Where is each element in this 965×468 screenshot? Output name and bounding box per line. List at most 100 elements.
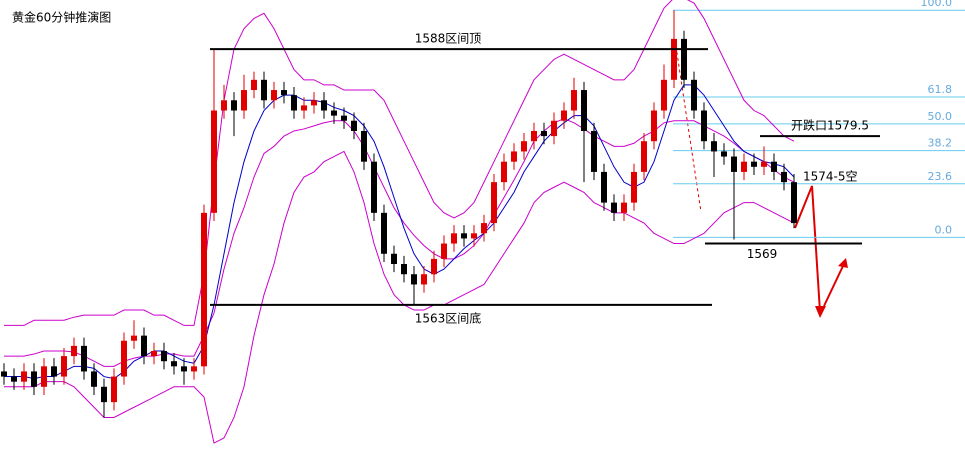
candle-body bbox=[651, 110, 657, 142]
level-label: 1563区间底 bbox=[415, 310, 482, 325]
candle-body bbox=[381, 212, 387, 254]
candle-body bbox=[621, 202, 627, 213]
candle-body bbox=[691, 79, 697, 111]
arrow-head bbox=[815, 306, 826, 318]
candle-body bbox=[151, 350, 157, 357]
candle-body bbox=[311, 100, 317, 106]
fib-label: 100.0 bbox=[921, 0, 953, 9]
moving-average bbox=[4, 84, 795, 380]
arrow-head bbox=[838, 258, 848, 268]
candle-body bbox=[771, 161, 777, 172]
candle-body bbox=[781, 171, 787, 183]
candle-body bbox=[471, 233, 477, 239]
candle-body bbox=[761, 161, 767, 167]
candle-body bbox=[721, 151, 727, 157]
candle-body bbox=[741, 161, 747, 172]
band-middle bbox=[4, 118, 795, 367]
candle-body bbox=[531, 130, 537, 142]
candle-body bbox=[71, 345, 77, 357]
candle-body bbox=[351, 120, 357, 131]
candle-body bbox=[41, 366, 47, 387]
candle-body bbox=[61, 356, 67, 377]
candle-body bbox=[131, 335, 137, 341]
candle-body bbox=[31, 371, 37, 387]
annotation: 1574-5空 bbox=[803, 170, 858, 184]
candle-body bbox=[571, 90, 577, 111]
candle-body bbox=[441, 243, 447, 259]
candle-body bbox=[661, 79, 667, 111]
candle-body bbox=[611, 202, 617, 213]
level-label: 开跌口1579.5 bbox=[791, 118, 869, 133]
candle-body bbox=[751, 161, 757, 167]
candle-body bbox=[161, 350, 167, 362]
candle-body bbox=[521, 141, 527, 152]
candle-body bbox=[181, 366, 187, 372]
chart-title: 黄金60分钟推演图 bbox=[12, 10, 111, 25]
fib-label: 23.6 bbox=[928, 170, 953, 183]
candle-body bbox=[101, 386, 107, 403]
candle-body bbox=[421, 274, 427, 285]
candle-body bbox=[251, 79, 257, 91]
candle-body bbox=[211, 110, 217, 213]
candle-body bbox=[321, 100, 327, 111]
band-lower bbox=[4, 150, 795, 444]
candle-body bbox=[501, 161, 507, 183]
level-label: 1588区间顶 bbox=[415, 32, 482, 46]
candle-body bbox=[201, 212, 207, 367]
candle-body bbox=[641, 141, 647, 172]
candle-body bbox=[391, 253, 397, 264]
candle-body bbox=[21, 371, 27, 382]
candle-body bbox=[431, 258, 437, 275]
candle-body bbox=[491, 182, 497, 224]
candle-body bbox=[81, 345, 87, 372]
candle-body bbox=[581, 90, 587, 131]
candle-body bbox=[261, 79, 267, 101]
fib-label: 38.2 bbox=[928, 137, 953, 150]
candle-body bbox=[601, 171, 607, 203]
candle-body bbox=[461, 233, 467, 239]
candle-body bbox=[51, 366, 57, 377]
candle-body bbox=[551, 120, 557, 137]
candle-body bbox=[681, 38, 687, 80]
candle-body bbox=[231, 100, 237, 111]
fib-label: 61.8 bbox=[928, 83, 953, 96]
candle-body bbox=[671, 38, 677, 80]
candle-body bbox=[111, 376, 117, 403]
candle-body bbox=[1, 371, 7, 377]
candle-body bbox=[361, 130, 367, 162]
candle-body bbox=[291, 95, 297, 111]
candle-body bbox=[191, 366, 197, 372]
candle-body bbox=[11, 376, 17, 382]
candle-body bbox=[731, 156, 737, 172]
candle-body bbox=[371, 161, 377, 213]
candle-body bbox=[241, 90, 247, 111]
candle-body bbox=[711, 141, 717, 152]
candle-body bbox=[701, 110, 707, 142]
candle-body bbox=[141, 335, 147, 357]
candle-body bbox=[301, 105, 307, 111]
candle-body bbox=[561, 110, 567, 121]
candle-body bbox=[271, 90, 277, 101]
fib-label: 50.0 bbox=[928, 110, 953, 123]
level-label: 1569 bbox=[747, 247, 778, 261]
candle-body bbox=[631, 171, 637, 203]
candle-body bbox=[91, 371, 97, 387]
fib-label: 0.0 bbox=[935, 223, 953, 236]
candle-body bbox=[591, 130, 597, 172]
candle-body bbox=[791, 182, 797, 224]
candle-body bbox=[541, 130, 547, 137]
candle-body bbox=[401, 264, 407, 275]
candle-body bbox=[171, 361, 177, 367]
candle-body bbox=[121, 340, 127, 377]
candle-body bbox=[481, 223, 487, 234]
candle-body bbox=[281, 90, 287, 96]
candle-body bbox=[341, 115, 347, 121]
candle-body bbox=[511, 151, 517, 162]
candle-body bbox=[451, 233, 457, 244]
projection-path bbox=[794, 185, 821, 313]
projection-up bbox=[823, 265, 844, 307]
candle-body bbox=[331, 110, 337, 116]
candle-body bbox=[411, 274, 417, 285]
